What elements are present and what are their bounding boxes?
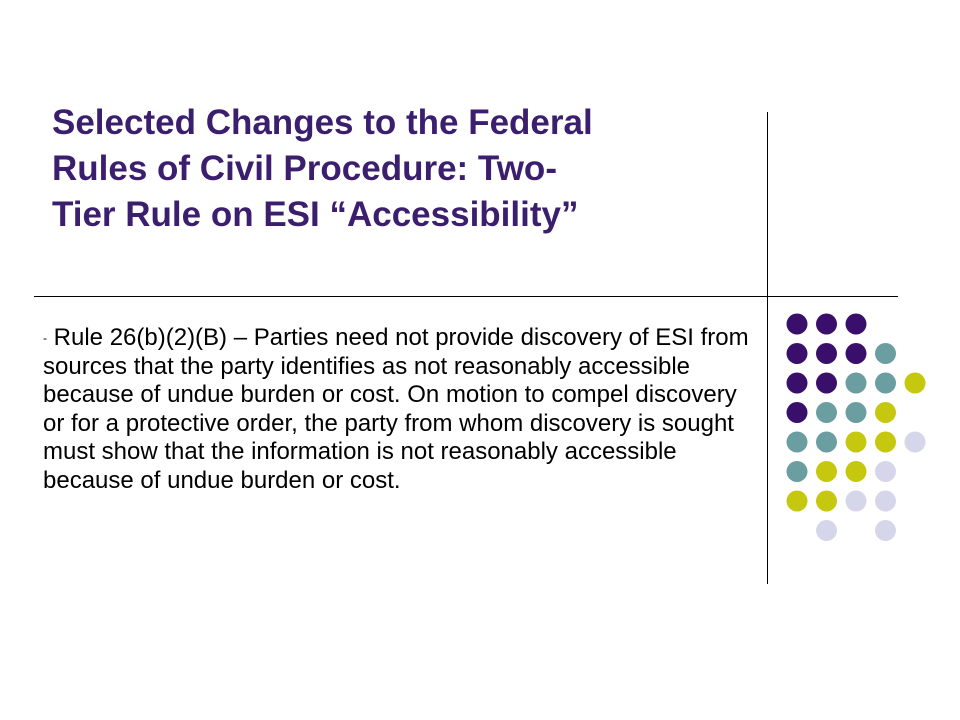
dot-yellow: [875, 431, 896, 453]
dot-teal: [845, 402, 867, 423]
dot-purple: [845, 313, 867, 335]
dot-purple: [786, 372, 808, 394]
dot-yellow: [904, 372, 926, 394]
dot-purple: [786, 402, 808, 423]
dot-teal: [786, 461, 808, 482]
dot-lavender: [904, 431, 926, 453]
dot-yellow: [845, 431, 867, 453]
dot-teal: [875, 343, 896, 364]
dot-purple: [845, 343, 867, 364]
dot-purple: [816, 343, 837, 364]
dot-teal: [875, 372, 896, 394]
dot-lavender: [816, 520, 837, 541]
dot-lavender: [875, 520, 896, 541]
dot-purple: [786, 313, 808, 335]
title-line-1: Selected Changes to the Federal: [52, 103, 593, 142]
dot-yellow: [786, 490, 808, 512]
horizontal-divider: [34, 296, 898, 297]
dot-lavender: [875, 490, 896, 512]
dot-teal: [786, 431, 808, 453]
dot-teal: [816, 431, 837, 453]
vertical-divider: [767, 112, 768, 584]
dot-purple: [816, 313, 837, 335]
dot-teal: [816, 402, 837, 423]
slide-title: Selected Changes to the Federal Rules of …: [52, 100, 742, 238]
dot-purple: [816, 372, 837, 394]
dot-lavender: [845, 490, 867, 512]
bullet-marker: -: [43, 331, 47, 345]
title-line-2: Rules of Civil Procedure: Two-: [52, 149, 557, 188]
dot-purple: [786, 343, 808, 364]
dot-lavender: [875, 461, 896, 482]
dot-yellow: [816, 490, 837, 512]
dot-yellow: [875, 402, 896, 423]
dot-yellow: [845, 461, 867, 482]
body-paragraph: - Rule 26(b)(2)(B) – Parties need not pr…: [43, 324, 755, 495]
dot-teal: [845, 372, 867, 394]
body-text: Rule 26(b)(2)(B) – Parties need not prov…: [43, 324, 749, 494]
dot-yellow: [816, 461, 837, 482]
title-line-3: Tier Rule on ESI “Accessibility”: [52, 195, 579, 234]
